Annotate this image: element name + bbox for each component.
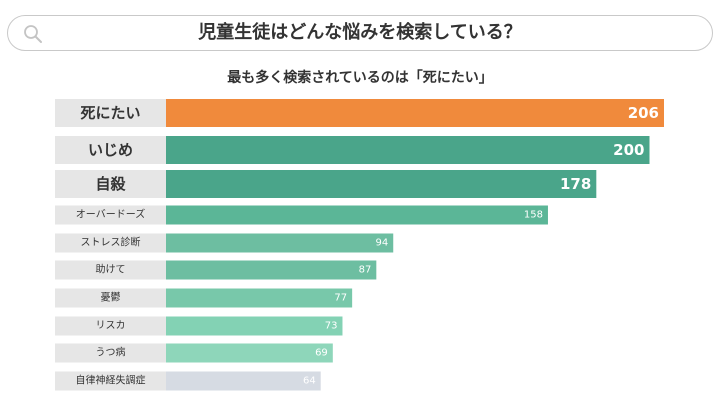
search-icon bbox=[24, 25, 42, 43]
category-label-bg bbox=[55, 233, 166, 253]
category-label-bg bbox=[55, 371, 166, 391]
bar-value-label: 94 bbox=[376, 238, 389, 249]
bar-value-label: 200 bbox=[613, 141, 644, 159]
bar bbox=[166, 260, 377, 280]
bar-value-label: 87 bbox=[359, 265, 372, 276]
category-label: 憂鬱 bbox=[101, 291, 121, 304]
bar-value-label: 77 bbox=[334, 293, 347, 304]
bar-value-label: 178 bbox=[560, 175, 591, 193]
category-label-bg bbox=[55, 170, 166, 198]
search-query-text: 児童生徒はどんな悩みを検索している？ bbox=[198, 22, 522, 43]
category-label: オーバードーズ bbox=[76, 208, 145, 221]
search-bar[interactable]: 児童生徒はどんな悩みを検索している？ bbox=[7, 15, 713, 51]
bar bbox=[166, 343, 333, 363]
category-label: いじめ bbox=[88, 141, 133, 159]
bar-value-label: 158 bbox=[524, 210, 543, 221]
category-label-bg bbox=[55, 205, 166, 225]
bar bbox=[166, 205, 548, 225]
bar bbox=[166, 288, 353, 308]
category-label: 助けて bbox=[96, 263, 126, 276]
bar bbox=[166, 99, 664, 127]
bar bbox=[166, 233, 394, 253]
bar bbox=[166, 316, 343, 336]
category-label: リスカ bbox=[96, 320, 126, 332]
category-label: ストレス診断 bbox=[81, 236, 141, 249]
bar-value-label: 73 bbox=[325, 321, 338, 332]
category-label: うつ病 bbox=[96, 346, 126, 359]
category-label-bg bbox=[55, 99, 166, 127]
chart-title: 最も多く検索されているのは「死にたい」 bbox=[227, 70, 493, 86]
category-label: 自律神経失調症 bbox=[76, 374, 146, 387]
bar-value-label: 206 bbox=[628, 104, 659, 122]
category-label: 死にたい bbox=[80, 104, 140, 122]
category-label-bg bbox=[55, 316, 166, 336]
category-label-bg bbox=[55, 260, 166, 280]
bar-value-label: 69 bbox=[315, 348, 328, 359]
bar bbox=[166, 170, 597, 198]
category-label-bg bbox=[55, 343, 166, 363]
category-label-bg bbox=[55, 136, 166, 164]
bar bbox=[166, 371, 321, 391]
bar-value-label: 64 bbox=[303, 376, 316, 387]
category-label-bg bbox=[55, 288, 166, 308]
category-label: 自殺 bbox=[95, 175, 126, 193]
bar bbox=[166, 136, 650, 164]
